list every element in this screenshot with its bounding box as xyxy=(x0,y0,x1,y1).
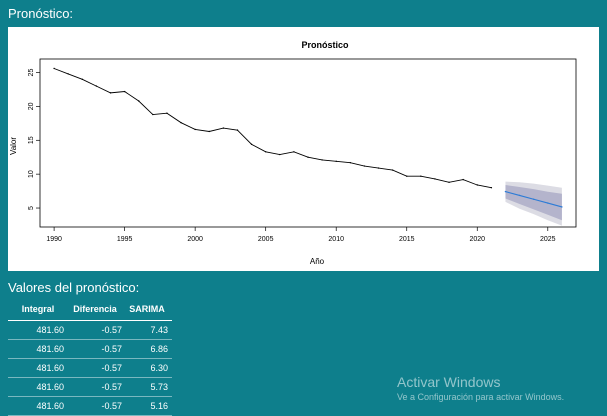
watermark-subtitle: Ve a Configuración para activar Windows. xyxy=(397,392,565,402)
cell-sarima: 7.43 xyxy=(126,320,172,340)
data-point-0-15 xyxy=(264,151,267,153)
data-point-0-6 xyxy=(138,100,140,102)
forecast-values-title: Valores del pronóstico: xyxy=(8,280,140,295)
data-point-0-28 xyxy=(448,181,450,183)
table-row: 481.60 -0.57 7.43 xyxy=(8,320,172,340)
data-point-0-18 xyxy=(307,156,309,158)
data-point-1-2 xyxy=(532,198,535,200)
data-point-0-8 xyxy=(166,112,168,114)
data-point-0-23 xyxy=(377,167,380,169)
cell-diferencia: -0.57 xyxy=(68,377,126,397)
table-row: 481.60 -0.57 6.86 xyxy=(8,339,172,359)
data-point-0-0 xyxy=(53,67,55,70)
data-point-0-19 xyxy=(321,159,323,161)
table-row: 481.60 -0.57 6.30 xyxy=(8,358,172,378)
table-row: 481.60 -0.57 5.16 xyxy=(8,396,172,416)
column-header-diferencia: Diferencia xyxy=(68,298,126,321)
data-point-0-3 xyxy=(95,85,98,87)
x-tick-label: 2000 xyxy=(187,236,203,243)
data-point-0-12 xyxy=(222,127,225,129)
data-point-0-1 xyxy=(67,73,69,75)
column-header-integral: Integral xyxy=(8,298,68,321)
data-point-0-26 xyxy=(420,175,422,177)
data-point-0-16 xyxy=(279,153,281,156)
table-header-row: Integral Diferencia SARIMA xyxy=(8,298,172,321)
cell-sarima: 5.16 xyxy=(126,396,172,416)
data-point-0-20 xyxy=(335,160,337,162)
historical-series-line xyxy=(53,68,492,189)
y-tick-label: 15 xyxy=(28,136,35,144)
x-tick-label: 2015 xyxy=(399,236,415,243)
data-point-0-29 xyxy=(462,178,464,181)
forecast-values-table: Integral Diferencia SARIMA 481.60 -0.57 … xyxy=(8,298,172,416)
cell-diferencia: -0.57 xyxy=(68,320,126,340)
data-point-0-13 xyxy=(236,129,239,131)
forecast-plot-panel: Pronóstico Año Valor 1990 1995 2000 2005 201… xyxy=(8,27,599,271)
cell-sarima: 6.86 xyxy=(126,339,172,359)
cell-sarima: 6.30 xyxy=(126,358,172,378)
data-point-0-21 xyxy=(349,161,352,164)
data-point-1-0 xyxy=(504,190,507,193)
x-axis-label: Año xyxy=(310,257,325,266)
data-point-0-14 xyxy=(250,143,253,146)
data-point-0-22 xyxy=(363,165,366,167)
cell-diferencia: -0.57 xyxy=(68,396,126,416)
data-point-1-4 xyxy=(561,206,563,208)
cell-integral: 481.60 xyxy=(8,396,68,416)
data-point-0-25 xyxy=(406,175,408,177)
y-tick-label: 5 xyxy=(28,206,35,210)
cell-diferencia: -0.57 xyxy=(68,358,126,378)
x-tick-label: 2005 xyxy=(258,236,274,243)
x-tick-label: 2010 xyxy=(328,236,344,243)
y-tick-label: 20 xyxy=(28,102,35,110)
cell-integral: 481.60 xyxy=(8,320,68,340)
forecast-chart: Pronóstico Año Valor 1990 1995 2000 2005 201… xyxy=(9,40,577,266)
data-point-0-11 xyxy=(208,130,210,133)
x-tick-label: 1990 xyxy=(46,236,62,243)
watermark-title: Activar Windows xyxy=(397,374,501,390)
data-point-0-27 xyxy=(434,178,436,180)
windows-activation-watermark: Activar Windows Ve a Configuración para … xyxy=(397,374,564,402)
x-tick-label: 2025 xyxy=(540,236,556,243)
cell-integral: 481.60 xyxy=(8,358,68,378)
data-point-1-3 xyxy=(547,202,549,204)
data-point-0-31 xyxy=(490,187,493,189)
data-point-0-9 xyxy=(180,121,182,124)
confidence-band-1 xyxy=(505,185,562,221)
x-tick-label: 2020 xyxy=(469,236,485,243)
cell-sarima: 5.73 xyxy=(126,377,172,397)
plot-frame xyxy=(39,58,577,228)
data-point-0-30 xyxy=(476,184,478,186)
data-point-0-7 xyxy=(152,113,154,116)
forecast-section-title: Pronóstico: xyxy=(8,6,74,21)
data-point-0-4 xyxy=(109,92,112,94)
data-point-1-1 xyxy=(518,194,521,197)
x-tick-label: 1995 xyxy=(117,236,133,243)
data-point-0-17 xyxy=(293,151,295,153)
data-point-0-2 xyxy=(81,78,84,81)
cell-integral: 481.60 xyxy=(8,377,68,397)
y-tick-label: 10 xyxy=(28,170,35,178)
data-point-0-10 xyxy=(194,128,196,131)
cell-integral: 481.60 xyxy=(8,339,68,359)
column-header-sarima: SARIMA xyxy=(126,298,172,321)
table-row: 481.60 -0.57 5.73 xyxy=(8,377,172,397)
y-axis-label: Valor xyxy=(9,137,18,155)
y-tick-label: 25 xyxy=(28,69,35,77)
data-point-0-5 xyxy=(123,90,126,93)
data-point-0-24 xyxy=(391,169,394,171)
cell-diferencia: -0.57 xyxy=(68,339,126,359)
chart-title: Pronóstico xyxy=(301,40,349,50)
